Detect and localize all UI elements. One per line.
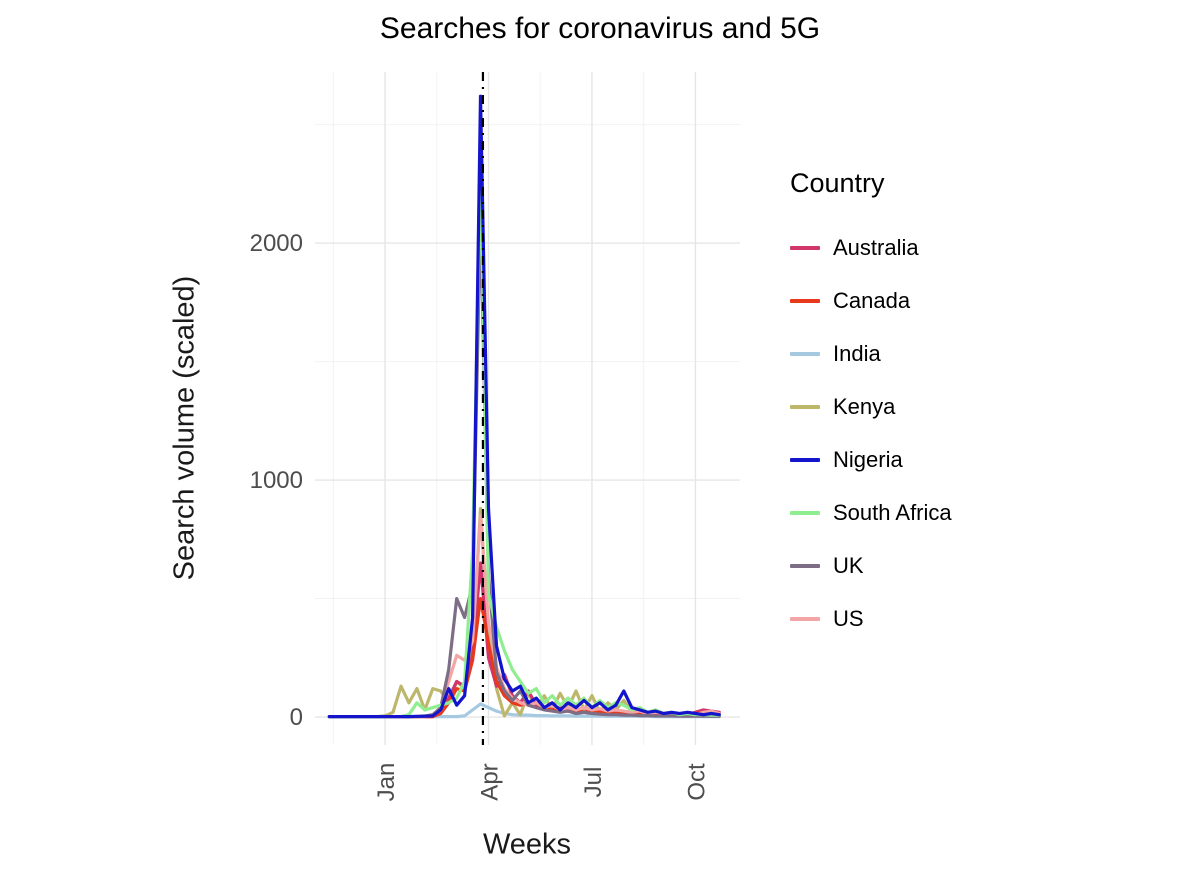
legend: Country Australia Canada India Kenya Nigeria… [790, 168, 952, 645]
legend-swatch-kenya [790, 404, 820, 409]
y-tick-label: 1000 [250, 467, 303, 494]
legend-item-australia: Australia [790, 221, 952, 274]
legend-item-india: India [790, 327, 952, 380]
legend-label-south-africa: South Africa [833, 499, 952, 525]
x-axis-label: Weeks [482, 828, 572, 861]
series-line-uk [327, 210, 721, 719]
legend-swatch-india [790, 351, 820, 356]
legend-item-us: US [790, 592, 952, 645]
legend-swatch-nigeria [790, 457, 820, 462]
legend-label-us: US [833, 605, 864, 631]
legend-item-nigeria: Nigeria [790, 433, 952, 486]
legend-label-nigeria: Nigeria [833, 446, 903, 472]
legend-label-india: India [833, 340, 881, 366]
x-tick-label: Jul [580, 767, 607, 798]
legend-swatch-australia [790, 245, 820, 250]
x-tick-label: Oct [683, 763, 710, 801]
legend-label-canada: Canada [833, 287, 911, 313]
legend-item-kenya: Kenya [790, 380, 952, 433]
legend-label-uk: UK [833, 552, 864, 578]
legend-label-kenya: Kenya [833, 393, 896, 419]
legend-items: Australia Canada India Kenya Nigeria South Af… [790, 221, 952, 645]
chart-title: Searches for coronavirus and 5G [379, 12, 821, 45]
legend-label-australia: Australia [833, 234, 919, 260]
series-line-nigeria [327, 94, 721, 719]
legend-swatch-uk [790, 563, 820, 568]
legend-swatch-south-africa [790, 510, 820, 515]
x-tick-label: Apr [477, 763, 504, 800]
legend-swatch-canada [790, 298, 820, 303]
series-line-south-africa [327, 165, 721, 719]
legend-swatch-us [790, 616, 820, 621]
y-tick-label: 0 [290, 704, 303, 731]
legend-title: Country [790, 168, 885, 198]
legend-item-uk: UK [790, 539, 952, 592]
legend-item-south-africa: South Africa [790, 486, 952, 539]
y-tick-label: 2000 [250, 230, 303, 257]
x-tick-label: Jan [373, 763, 400, 802]
legend-item-canada: Canada [790, 274, 952, 327]
